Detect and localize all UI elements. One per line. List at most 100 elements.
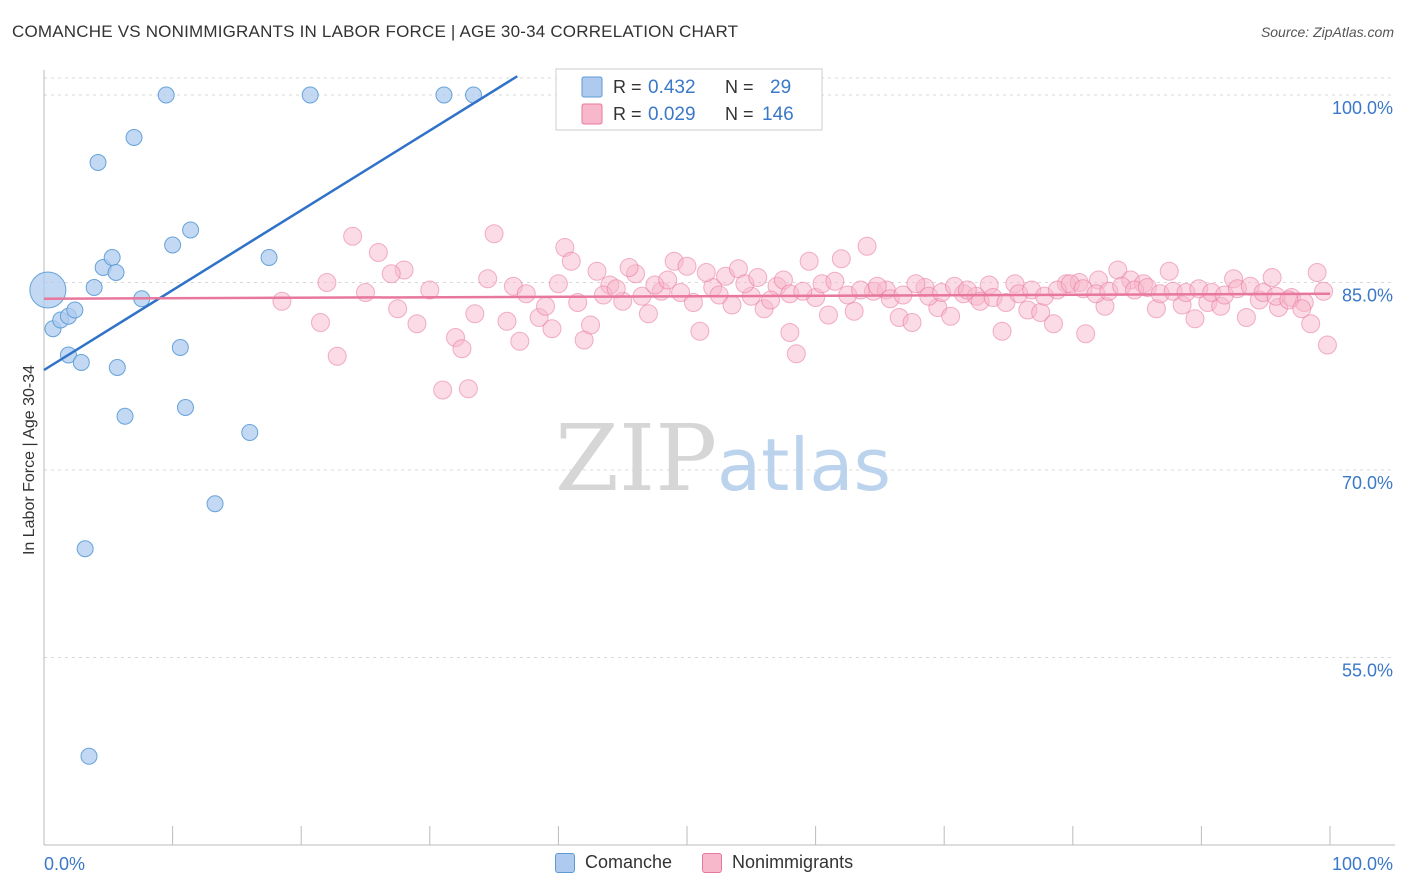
y-tick-label: 55.0% [1342,661,1393,681]
stats-n-value-1: 29 [770,77,791,98]
point-nonimmigrants [1185,309,1205,329]
point-nonimmigrants [478,269,498,289]
bottom-legend: Comanche Nonimmigrants [555,852,883,873]
point-nonimmigrants [1044,314,1064,334]
point-comanche [164,236,182,254]
point-nonimmigrants [497,311,517,331]
point-comanche [108,359,126,376]
grid-lines [44,77,1395,658]
point-nonimmigrants [992,321,1012,341]
point-nonimmigrants [452,339,472,359]
point-comanche [206,495,224,513]
point-nonimmigrants [272,291,292,311]
point-nonimmigrants [1236,308,1256,327]
watermark: ZIP atlas [555,405,891,512]
point-comanche [435,86,453,104]
point-comanche [125,129,143,146]
point-nonimmigrants [420,280,440,300]
point-nonimmigrants [510,331,530,351]
point-nonimmigrants [1314,281,1334,301]
point-nonimmigrants [465,304,485,324]
point-comanche [176,399,194,416]
point-comanche [241,424,259,441]
point-nonimmigrants [381,264,401,284]
point-comanche [157,86,175,104]
point-comanche [76,540,94,558]
legend-item-nonimmigrants: Nonimmigrants [702,852,853,873]
y-axis-label: In Labor Force | Age 30-34 [21,365,38,555]
x-tick-label: 100.0% [1332,854,1393,874]
point-nonimmigrants [825,271,845,291]
legend-label-comanche: Comanche [585,852,673,872]
point-nonimmigrants [561,251,581,271]
stats-r-value-2: 0.029 [648,104,696,125]
watermark-atlas: atlas [717,423,891,507]
point-nonimmigrants [1317,335,1337,355]
point-nonimmigrants [548,274,568,294]
stats-n-label-2: N = [725,104,754,124]
chart-source: Source: ZipAtlas.com [1260,24,1394,40]
y-tick-label: 70.0% [1342,473,1393,493]
point-nonimmigrants [407,314,427,334]
point-nonimmigrants [368,243,388,262]
point-nonimmigrants [1159,261,1179,281]
point-comanche [260,249,278,266]
point-nonimmigrants [677,256,697,276]
point-nonimmigrants [327,346,347,366]
point-nonimmigrants [793,281,813,301]
point-comanche [171,339,189,356]
point-nonimmigrants [1076,324,1096,344]
point-nonimmigrants [1262,268,1282,287]
stats-legend: R = 0.432 N = 29 R = 0.029 N = 146 [555,68,823,131]
legend-swatch-nonimmigrants [581,103,603,125]
point-nonimmigrants [516,284,536,304]
stats-r-value-1: 0.432 [648,77,696,98]
point-nonimmigrants [356,283,375,302]
point-nonimmigrants [317,273,337,292]
point-nonimmigrants [388,299,408,319]
point-nonimmigrants [1307,263,1327,282]
point-comanche [85,279,103,296]
point-comanche [72,354,90,371]
trend-line-comanche [43,75,518,372]
legend-swatch-comanche-bottom [555,852,575,873]
chart-title: COMANCHE VS NONIMMIGRANTS IN LABOR FORCE… [12,22,739,41]
point-nonimmigrants [786,344,806,364]
point-nonimmigrants [902,313,922,332]
point-nonimmigrants [683,293,703,312]
stats-n-value-2: 146 [762,104,794,125]
point-nonimmigrants [857,236,877,256]
axes [43,70,1395,846]
y-tick-label: 85.0% [1342,286,1393,306]
point-nonimmigrants [780,323,800,342]
point-nonimmigrants [658,270,678,290]
point-nonimmigrants [536,296,556,316]
legend-swatch-nonimmigrants-bottom [702,852,723,873]
trend-lines [43,75,1331,372]
point-comanche [182,221,200,239]
point-nonimmigrants [941,306,961,326]
tick-labels: 55.0% 70.0% 85.0% 100.0% 0.0% 100.0% [44,98,1393,874]
x-tick-label: 0.0% [44,854,85,874]
stats-r-label-2: R = [613,104,642,124]
y-tick-label: 100.0% [1332,98,1393,118]
point-nonimmigrants [581,315,601,335]
point-nonimmigrants [606,279,626,299]
point-nonimmigrants [690,321,710,341]
point-nonimmigrants [484,224,504,244]
point-comanche [107,264,125,281]
point-nonimmigrants [568,293,588,312]
point-nonimmigrants [906,274,926,294]
legend-label-nonimmigrants: Nonimmigrants [732,852,854,872]
point-nonimmigrants [722,295,742,315]
stats-r-label-1: R = [613,77,642,97]
point-nonimmigrants [1292,299,1312,319]
point-nonimmigrants [310,313,330,332]
point-nonimmigrants [619,258,639,277]
legend-swatch-comanche [581,76,603,98]
watermark-zip: ZIP [555,405,717,512]
point-nonimmigrants [748,268,768,287]
point-nonimmigrants [844,301,864,321]
point-comanche [29,271,67,309]
stats-n-label-1: N = [725,77,754,97]
